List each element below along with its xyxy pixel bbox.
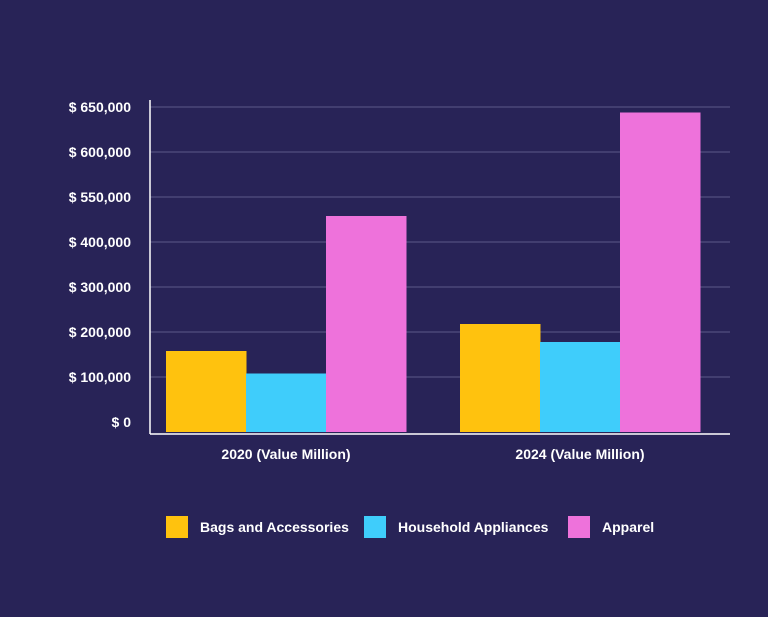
bar-bags-and-accessories xyxy=(460,324,541,432)
y-tick-label: $ 100,000 xyxy=(69,369,131,385)
legend-label-bags: Bags and Accessories xyxy=(200,519,349,535)
y-tick-label: $ 650,000 xyxy=(69,99,131,115)
y-tick-label: $ 300,000 xyxy=(69,279,131,295)
legend-item-household: Household Appliances xyxy=(364,516,548,538)
x-axis-labels: 2020 (Value Million) 2024 (Value Million) xyxy=(221,446,644,462)
bar-chart: $ 0 $ 100,000 $ 200,000 $ 300,000 $ 400,000 $… xyxy=(69,99,730,462)
bar-household-appliances xyxy=(540,342,621,432)
legend-item-apparel: Apparel xyxy=(568,516,654,538)
y-tick-label: $ 0 xyxy=(112,414,132,430)
legend-swatch-apparel xyxy=(568,516,590,538)
legend-item-bags: Bags and Accessories xyxy=(166,516,349,538)
y-axis-ticks: $ 0 $ 100,000 $ 200,000 $ 300,000 $ 400,000 $… xyxy=(69,99,132,430)
y-tick-label: $ 400,000 xyxy=(69,234,131,250)
bar-apparel xyxy=(326,216,407,432)
legend: Bags and Accessories Household Appliance… xyxy=(0,516,768,546)
legend-swatch-bags xyxy=(166,516,188,538)
bar-bags-and-accessories xyxy=(166,351,247,432)
x-category-label: 2024 (Value Million) xyxy=(515,446,644,462)
grid-lines xyxy=(150,106,730,378)
legend-swatch-household xyxy=(364,516,386,538)
y-tick-label: $ 200,000 xyxy=(69,324,131,340)
x-category-label: 2020 (Value Million) xyxy=(221,446,350,462)
bar-household-appliances xyxy=(246,373,327,432)
legend-label-household: Household Appliances xyxy=(398,519,549,535)
bars xyxy=(166,112,701,432)
y-tick-label: $ 550,000 xyxy=(69,189,131,205)
bar-apparel xyxy=(620,112,701,432)
y-tick-label: $ 600,000 xyxy=(69,144,131,160)
legend-label-apparel: Apparel xyxy=(602,519,655,535)
